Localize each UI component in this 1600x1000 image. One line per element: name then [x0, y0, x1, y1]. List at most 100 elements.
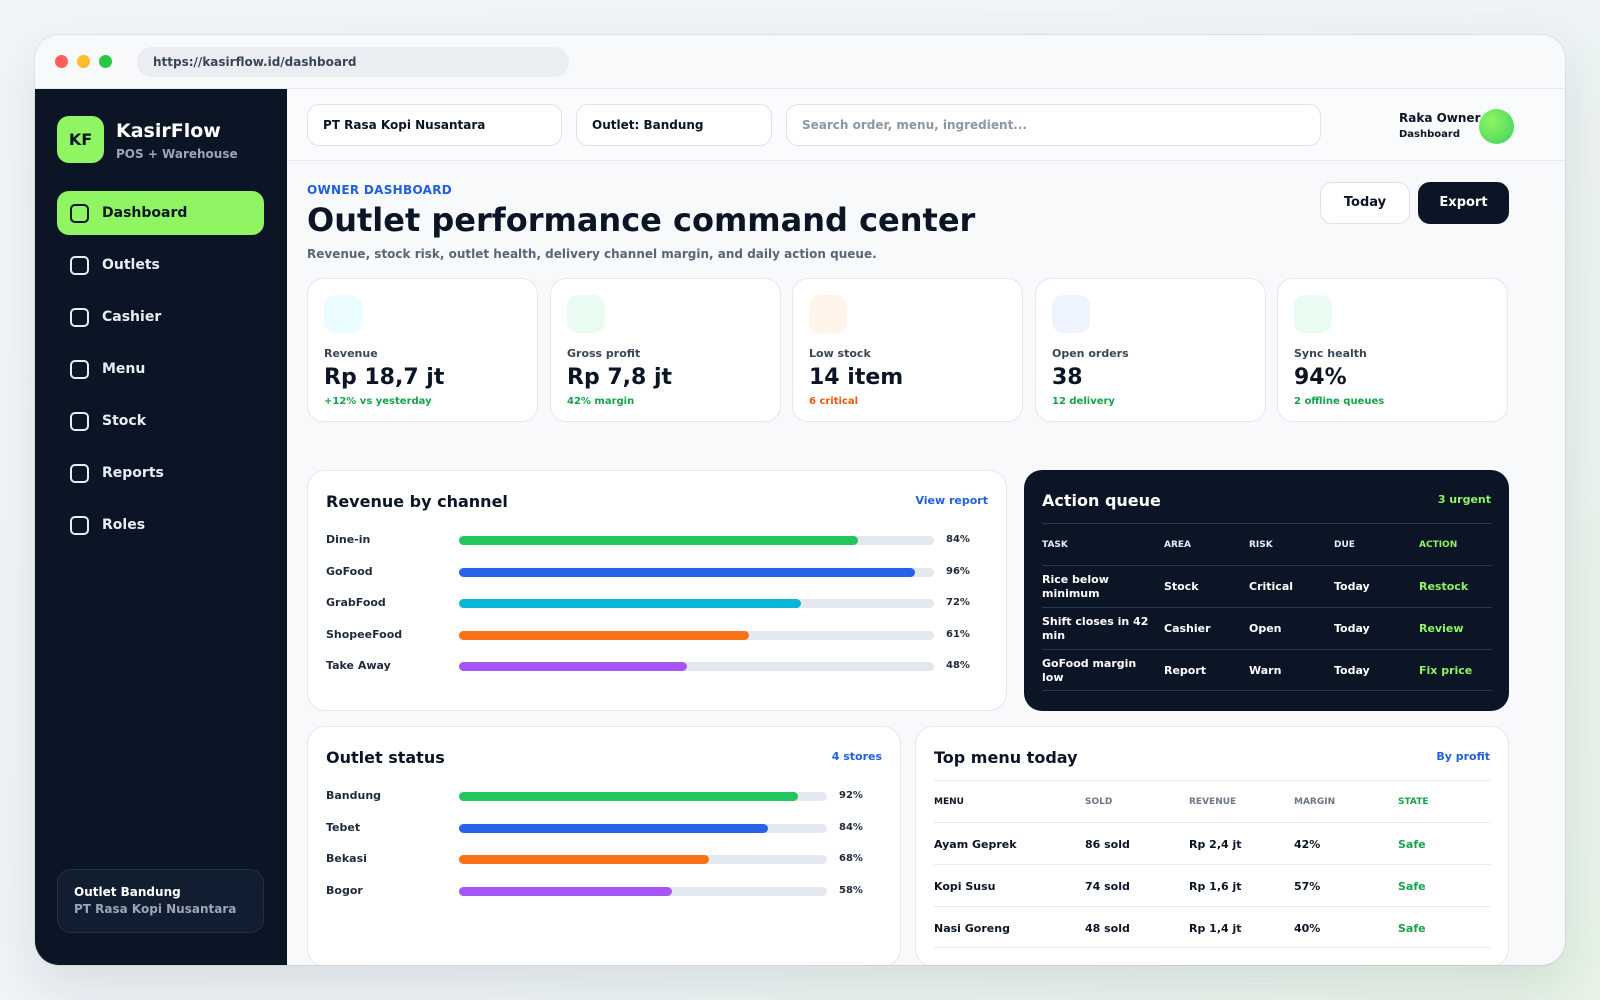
task-cell: Rice below minimum: [1042, 573, 1109, 600]
column-header: MARGIN: [1294, 797, 1336, 807]
square-icon: [70, 255, 89, 275]
card-title: Revenue by channel: [326, 492, 508, 511]
margin-cell: 57%: [1294, 879, 1321, 893]
kpi-card-low-stock: Low stock 14 item 6 critical: [792, 278, 1023, 422]
risk-cell: Warn: [1249, 664, 1282, 677]
bar-fill: [459, 662, 687, 671]
sidebar-item-reports[interactable]: Reports: [57, 451, 264, 495]
view-report-link[interactable]: View report: [915, 494, 988, 507]
outlet-status-card: Outlet status 4 stores Bandung 92% Tebet 84…: [307, 726, 901, 965]
kpi-note: +12% vs yesterday: [324, 396, 432, 407]
sidebar-item-menu[interactable]: Menu: [57, 347, 264, 391]
card-title: Top menu today: [934, 748, 1078, 767]
bar-fill: [459, 823, 769, 833]
search-input[interactable]: Search order, menu, ingredient...: [786, 104, 1321, 146]
sidebar-item-stock[interactable]: Stock: [57, 399, 264, 443]
state-cell: Safe: [1398, 879, 1426, 893]
avatar[interactable]: [1479, 109, 1514, 144]
bar-fill: [459, 567, 915, 577]
main-content: OWNER DASHBOARD Outlet performance comma…: [287, 161, 1565, 965]
area-cell: Report: [1164, 664, 1207, 677]
bar-row: Bekasi 68%: [326, 851, 869, 867]
sidebar-item-label: Menu: [102, 361, 146, 377]
bar-label: Bekasi: [326, 852, 367, 865]
bar-track: [459, 662, 934, 671]
bar-row: Bandung 92%: [326, 788, 869, 804]
bar-label: Take Away: [326, 659, 391, 672]
bar-label: Bandung: [326, 789, 382, 802]
sidebar-item-dashboard[interactable]: Dashboard: [57, 191, 264, 235]
maximize-window-button[interactable]: [99, 55, 112, 68]
due-cell: Today: [1334, 664, 1370, 677]
kpi-value: 14 item: [809, 365, 904, 390]
kpi-label: Low stock: [809, 347, 871, 360]
current-outlet-card[interactable]: Outlet Bandung PT Rasa Kopi Nusantara: [57, 869, 264, 933]
task-cell: GoFood margin low: [1042, 657, 1137, 684]
bar-fill: [459, 536, 858, 545]
page-eyebrow: OWNER DASHBOARD: [307, 183, 453, 197]
sidebar: KF KasirFlow POS + Warehouse Dashboard O…: [35, 89, 287, 965]
menu-cell: Nasi Goreng: [934, 921, 1010, 935]
sidebar-item-roles[interactable]: Roles: [57, 503, 264, 547]
close-window-button[interactable]: [55, 55, 68, 68]
column-header: SOLD: [1085, 797, 1113, 807]
today-button[interactable]: Today: [1320, 182, 1410, 224]
outlet-selector[interactable]: Outlet: Bandung: [576, 104, 772, 146]
table-row: Rice below minimum Stock Critical Today …: [1042, 565, 1492, 607]
company-selector[interactable]: PT Rasa Kopi Nusantara: [307, 104, 562, 146]
current-outlet-name: Outlet Bandung: [74, 885, 181, 899]
due-cell: Today: [1334, 622, 1370, 635]
topbar: PT Rasa Kopi Nusantara Outlet: Bandung S…: [287, 89, 1565, 161]
sidebar-item-label: Outlets: [102, 257, 160, 273]
bar-row: GrabFood 72%: [326, 595, 976, 611]
action-queue-card: Action queue 3 urgent TASK AREA RISK DUE…: [1024, 470, 1509, 711]
square-icon: [70, 463, 89, 483]
sold-cell: 48 sold: [1085, 921, 1130, 935]
kpi-value: Rp 18,7 jt: [324, 365, 445, 390]
restock-action[interactable]: Restock: [1419, 580, 1469, 593]
kpi-note: 2 offline queues: [1294, 396, 1385, 407]
sidebar-item-label: Cashier: [102, 309, 162, 325]
sidebar-item-outlets[interactable]: Outlets: [57, 243, 264, 287]
by-profit-link[interactable]: By profit: [1436, 750, 1490, 763]
state-cell: Safe: [1398, 837, 1426, 851]
table-row: Kopi Susu 74 sold Rp 1,6 jt 57% Safe: [934, 864, 1491, 906]
bar-label: Bogor: [326, 883, 363, 897]
export-button[interactable]: Export: [1418, 182, 1509, 224]
sold-cell: 86 sold: [1085, 837, 1130, 851]
bar-label: Tebet: [326, 820, 361, 834]
bar-row: Bogor 58%: [326, 883, 869, 899]
kpi-label: Open orders: [1052, 347, 1129, 360]
column-header: TASK: [1042, 540, 1068, 550]
card-title: Outlet status: [326, 748, 445, 767]
menu-cell: Ayam Geprek: [934, 837, 1017, 851]
table-row: Shift closes in 42 min Cashier Open Toda…: [1042, 607, 1492, 649]
bar-track: [459, 567, 934, 577]
minimize-window-button[interactable]: [77, 55, 90, 68]
table-header-row: TASK AREA RISK DUE ACTION: [1042, 523, 1492, 565]
fix-price-action[interactable]: Fix price: [1419, 664, 1473, 677]
bar-percent: 92%: [839, 790, 863, 801]
address-bar[interactable]: https://kasirflow.id/dashboard: [137, 47, 569, 77]
page-subtitle: Revenue, stock risk, outlet health, deli…: [307, 247, 877, 261]
bar-label: GoFood: [326, 564, 373, 578]
kpi-label: Revenue: [324, 347, 378, 360]
column-header: MENU: [934, 797, 964, 807]
kpi-note: 12 delivery: [1052, 396, 1115, 407]
kpi-card-gross-profit: Gross profit Rp 7,8 jt 42% margin: [550, 278, 781, 422]
stores-link[interactable]: 4 stores: [831, 750, 882, 763]
kpi-icon: [567, 295, 605, 333]
bar-track: [459, 599, 934, 608]
task-cell: Shift closes in 42 min: [1042, 615, 1149, 642]
kpi-label: Gross profit: [567, 347, 641, 360]
sidebar-item-label: Stock: [102, 413, 147, 429]
square-icon: [70, 359, 89, 379]
bar-row: GoFood 96%: [326, 564, 976, 580]
urgent-badge: 3 urgent: [1437, 493, 1491, 506]
table-row: Nasi Goreng 48 sold Rp 1,4 jt 40% Safe: [934, 906, 1491, 948]
review-action[interactable]: Review: [1419, 622, 1464, 635]
column-header: DUE: [1334, 540, 1355, 550]
bar-row: ShopeeFood 61%: [326, 627, 976, 643]
sidebar-item-cashier[interactable]: Cashier: [57, 295, 264, 339]
risk-cell: Critical: [1249, 580, 1294, 593]
